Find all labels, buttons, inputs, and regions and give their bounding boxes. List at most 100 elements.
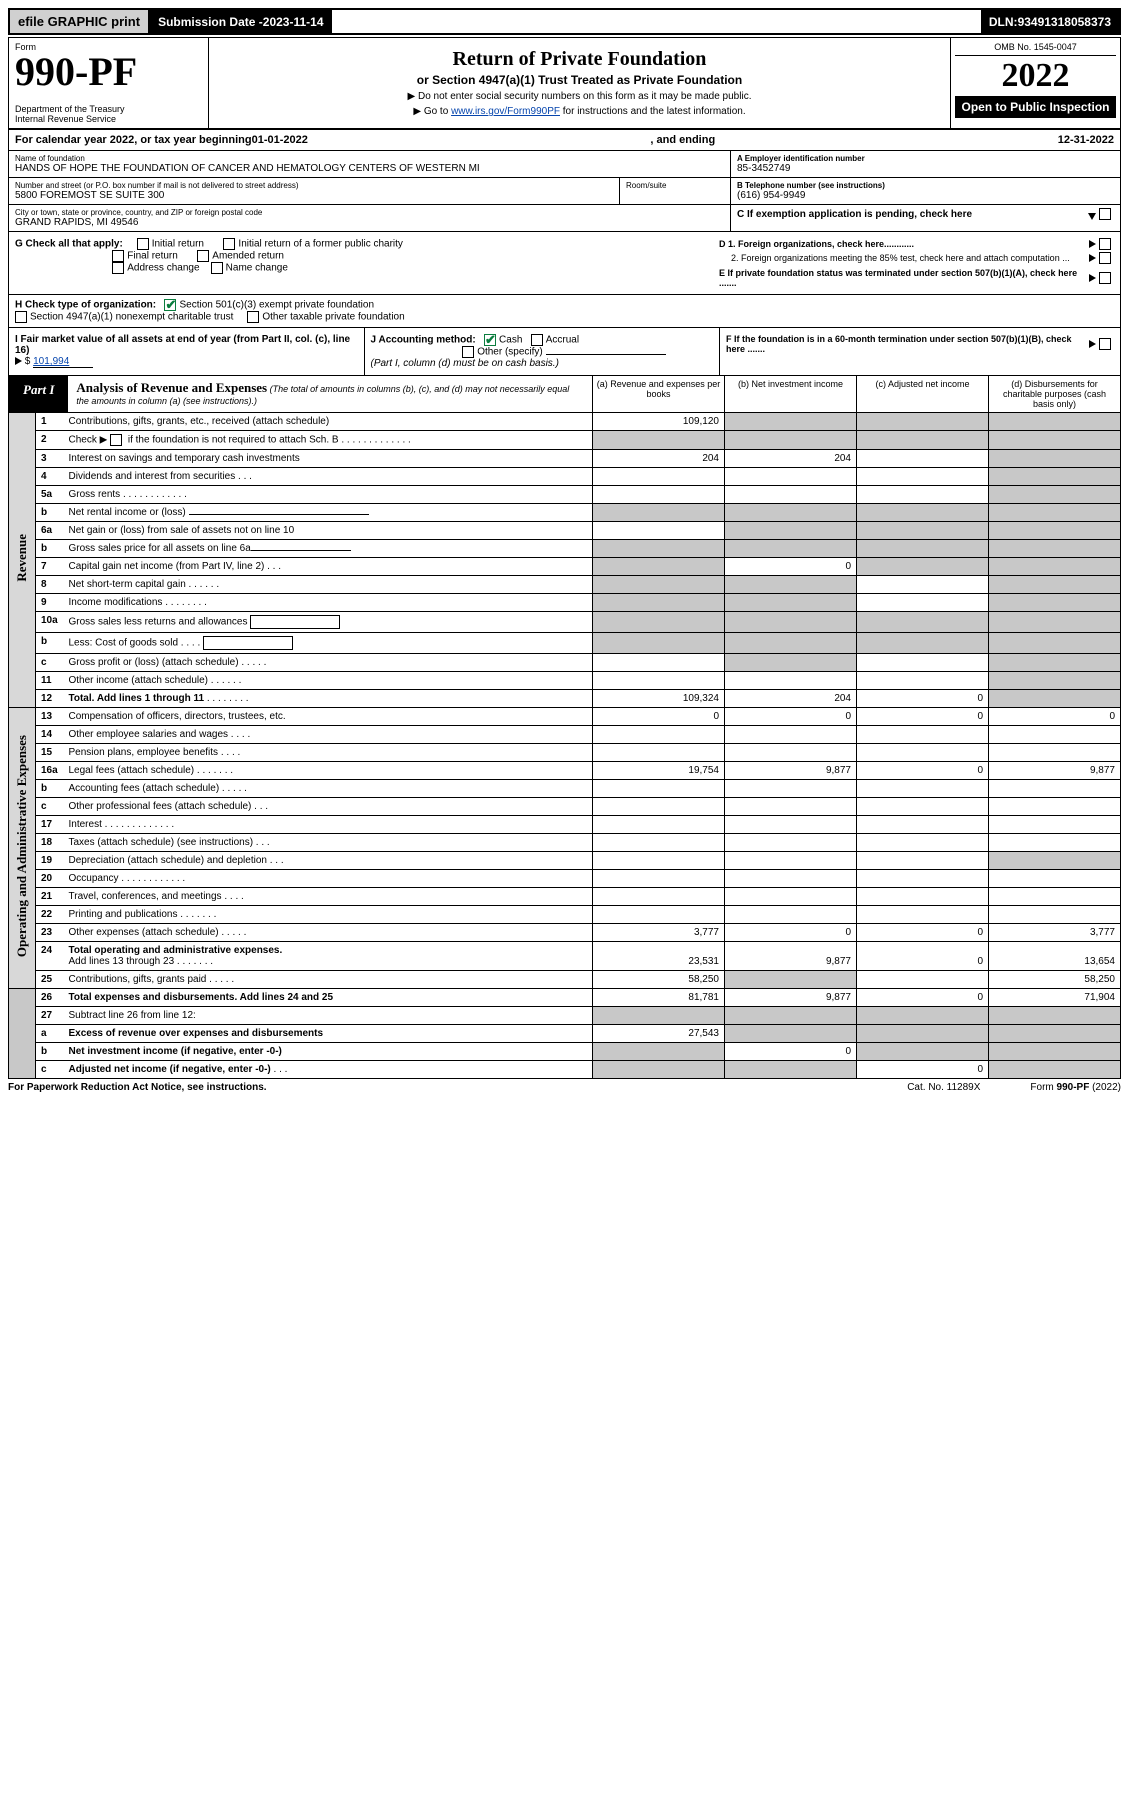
table-row: 11Other income (attach schedule) . . . .…	[9, 672, 1121, 690]
foundation-name-cell: Name of foundation HANDS OF HOPE THE FOU…	[9, 151, 730, 178]
section-h: H Check type of organization: Section 50…	[8, 295, 1121, 328]
form-note-2: ▶ Go to www.irs.gov/Form990PF for instru…	[215, 106, 944, 117]
form-subtitle: or Section 4947(a)(1) Trust Treated as P…	[215, 73, 944, 87]
form-title: Return of Private Foundation	[215, 48, 944, 71]
checkbox[interactable]	[1099, 252, 1111, 264]
checkbox[interactable]	[15, 311, 27, 323]
table-row: 27Subtract line 26 from line 12:	[9, 1007, 1121, 1025]
table-row: 9Income modifications . . . . . . . .	[9, 594, 1121, 612]
identification-block: Name of foundation HANDS OF HOPE THE FOU…	[8, 151, 1121, 232]
section-j: J Accounting method: Cash Accrual Other …	[365, 328, 721, 375]
table-row: 10aGross sales less returns and allowanc…	[9, 612, 1121, 633]
part-description: Analysis of Revenue and Expenses (The to…	[68, 376, 592, 412]
form-title-block: Return of Private Foundation or Section …	[209, 38, 950, 128]
calendar-year-row: For calendar year 2022, or tax year begi…	[8, 130, 1121, 151]
table-row: 24Total operating and administrative exp…	[9, 942, 1121, 971]
side-revenue: Revenue	[9, 413, 36, 708]
table-row: 26Total expenses and disbursements. Add …	[9, 989, 1121, 1007]
checkbox[interactable]	[1099, 338, 1111, 350]
table-row: 3Interest on savings and temporary cash …	[9, 450, 1121, 468]
table-row: cOther professional fees (attach schedul…	[9, 798, 1121, 816]
form-ref: Form 990-PF (2022)	[1030, 1082, 1121, 1093]
table-row: cGross profit or (loss) (attach schedule…	[9, 654, 1121, 672]
checkbox[interactable]	[223, 238, 235, 250]
arrow-icon	[1089, 240, 1096, 248]
checkbox[interactable]	[1099, 272, 1111, 284]
exemption-pending-cell: C If exemption application is pending, c…	[731, 205, 1120, 223]
form-link[interactable]: www.irs.gov/Form990PF	[451, 106, 560, 117]
form-number: 990-PF	[15, 52, 202, 92]
table-row: 2 Check ▶ if the foundation is not requi…	[9, 431, 1121, 450]
cat-number: Cat. No. 11289X	[907, 1082, 980, 1093]
checkbox[interactable]	[1099, 208, 1111, 220]
table-row: 22Printing and publications . . . . . . …	[9, 906, 1121, 924]
section-i: I Fair market value of all assets at end…	[9, 328, 365, 375]
city-cell: City or town, state or province, country…	[9, 205, 730, 231]
table-row: bGross sales price for all assets on lin…	[9, 540, 1121, 558]
form-year-block: OMB No. 1545-0047 2022 Open to Public In…	[950, 38, 1120, 128]
form-header: Form 990-PF Department of the Treasury I…	[8, 37, 1121, 130]
efile-header: efile GRAPHIC print Submission Date - 20…	[8, 8, 1121, 35]
form-note-1: ▶ Do not enter social security numbers o…	[215, 91, 944, 102]
table-row: cAdjusted net income (if negative, enter…	[9, 1061, 1121, 1079]
arrow-icon	[1089, 340, 1096, 348]
table-row: 12Total. Add lines 1 through 11 . . . . …	[9, 690, 1121, 708]
page-footer: For Paperwork Reduction Act Notice, see …	[8, 1079, 1121, 1096]
table-row: Revenue 1 Contributions, gifts, grants, …	[9, 413, 1121, 431]
section-f: F If the foundation is in a 60-month ter…	[720, 328, 1120, 375]
arrow-icon	[15, 357, 22, 365]
paperwork-notice: For Paperwork Reduction Act Notice, see …	[8, 1082, 267, 1093]
checkbox[interactable]	[112, 250, 124, 262]
tax-year: 2022	[955, 59, 1116, 93]
open-inspection: Open to Public Inspection	[955, 96, 1116, 118]
arrow-icon	[1088, 213, 1096, 220]
checkbox[interactable]	[531, 334, 543, 346]
table-row: bAccounting fees (attach schedule) . . .…	[9, 780, 1121, 798]
side-expenses: Operating and Administrative Expenses	[9, 708, 36, 989]
e-label: E If private foundation status was termi…	[719, 268, 1089, 288]
checkbox-checked[interactable]	[484, 334, 496, 346]
table-row: 23Other expenses (attach schedule) . . .…	[9, 924, 1121, 942]
arrow-icon	[1089, 254, 1096, 262]
section-g-de: G Check all that apply: Initial return I…	[8, 232, 1121, 295]
table-row: 25Contributions, gifts, grants paid . . …	[9, 971, 1121, 989]
checkbox[interactable]	[462, 346, 474, 358]
table-row: 21Travel, conferences, and meetings . . …	[9, 888, 1121, 906]
table-row: 8Net short-term capital gain . . . . . .	[9, 576, 1121, 594]
table-row: bNet rental income or (loss)	[9, 504, 1121, 522]
checkbox[interactable]	[197, 250, 209, 262]
checkbox-checked[interactable]	[164, 299, 176, 311]
omb-number: OMB No. 1545-0047	[955, 42, 1116, 56]
checkbox[interactable]	[110, 434, 122, 446]
room-cell: Room/suite	[620, 178, 730, 204]
checkbox[interactable]	[112, 262, 124, 274]
g-label: G Check all that apply:	[15, 239, 123, 250]
col-b-header: (b) Net investment income	[724, 376, 856, 412]
part-1-header: Part I Analysis of Revenue and Expenses …	[8, 376, 1121, 413]
part-badge: Part I	[9, 376, 68, 412]
table-row: 18Taxes (attach schedule) (see instructi…	[9, 834, 1121, 852]
form-number-block: Form 990-PF Department of the Treasury I…	[9, 38, 209, 128]
ein-cell: A Employer identification number 85-3452…	[731, 151, 1120, 178]
fmv-link[interactable]: 101,994	[33, 356, 93, 368]
table-row: 4Dividends and interest from securities …	[9, 468, 1121, 486]
checkbox[interactable]	[211, 262, 223, 274]
table-row: aExcess of revenue over expenses and dis…	[9, 1025, 1121, 1043]
table-row: 7Capital gain net income (from Part IV, …	[9, 558, 1121, 576]
table-row: 14Other employee salaries and wages . . …	[9, 726, 1121, 744]
checkbox[interactable]	[247, 311, 259, 323]
table-row: 5aGross rents . . . . . . . . . . . .	[9, 486, 1121, 504]
table-row: 19Depreciation (attach schedule) and dep…	[9, 852, 1121, 870]
table-row: 16aLegal fees (attach schedule) . . . . …	[9, 762, 1121, 780]
checkbox[interactable]	[137, 238, 149, 250]
d2-label: 2. Foreign organizations meeting the 85%…	[719, 253, 1089, 263]
table-row: bNet investment income (if negative, ent…	[9, 1043, 1121, 1061]
col-c-header: (c) Adjusted net income	[856, 376, 988, 412]
table-row: 20Occupancy . . . . . . . . . . . .	[9, 870, 1121, 888]
address-cell: Number and street (or P.O. box number if…	[9, 178, 620, 204]
dln: DLN: 93491318058373	[981, 10, 1119, 33]
checkbox[interactable]	[1099, 238, 1111, 250]
section-ijf: I Fair market value of all assets at end…	[8, 328, 1121, 376]
d1-label: D 1. Foreign organizations, check here..…	[719, 239, 1089, 249]
table-row: 15Pension plans, employee benefits . . .…	[9, 744, 1121, 762]
